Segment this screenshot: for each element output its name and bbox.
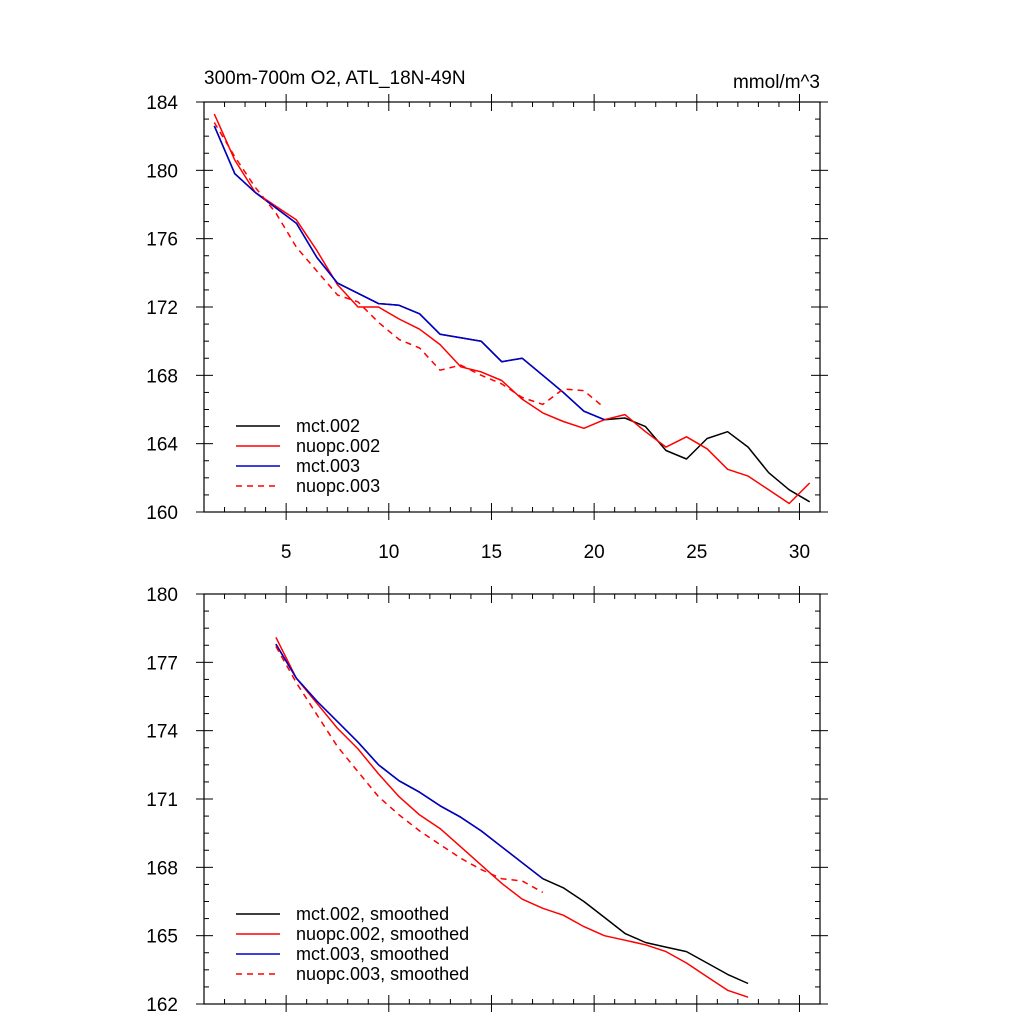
y-tick-label: 162 bbox=[146, 995, 178, 1016]
legend-label: nuopc.002 bbox=[296, 436, 380, 456]
series-line-mct-003-smoothed bbox=[275, 643, 544, 880]
legend-label: mct.003, smoothed bbox=[296, 944, 449, 964]
y-tick-label: 164 bbox=[146, 435, 178, 456]
y-tick-label: 180 bbox=[146, 585, 178, 606]
legend-label: nuopc.003, smoothed bbox=[296, 964, 469, 984]
y-tick-label: 171 bbox=[146, 790, 178, 811]
x-tick-label: 10 bbox=[378, 542, 399, 563]
legend-label: nuopc.003 bbox=[296, 476, 380, 496]
series-line-nuopc-003-smoothed bbox=[275, 646, 544, 894]
y-tick-label: 160 bbox=[146, 503, 178, 524]
x-tick-label: 25 bbox=[686, 542, 707, 563]
series-line-mct-003 bbox=[213, 125, 605, 421]
legend-label: mct.002, smoothed bbox=[296, 904, 449, 924]
legend-label: mct.002 bbox=[296, 416, 360, 436]
x-tick-label: 20 bbox=[584, 542, 605, 563]
y-tick-label: 176 bbox=[146, 230, 178, 251]
x-tick-label: 15 bbox=[481, 542, 502, 563]
legend-label: nuopc.002, smoothed bbox=[296, 924, 469, 944]
y-tick-label: 172 bbox=[146, 298, 178, 319]
y-tick-label: 168 bbox=[146, 858, 178, 879]
series-line-nuopc-003 bbox=[213, 122, 605, 409]
y-tick-label: 168 bbox=[146, 366, 178, 387]
x-tick-label: 5 bbox=[281, 542, 292, 563]
series-line-nuopc-002-smoothed bbox=[275, 636, 749, 998]
top-panel: 5 10 15 20 25 30160164168172176180184mct.002n… bbox=[146, 93, 828, 563]
y-tick-label: 165 bbox=[146, 927, 178, 948]
x-tick-label: 30 bbox=[789, 542, 810, 563]
chart-title: 300m-700m O2, ATL_18N-49N bbox=[204, 68, 466, 89]
units-label: mmol/m^3 bbox=[733, 72, 820, 93]
y-tick-label: 180 bbox=[146, 161, 178, 182]
legend-label: mct.003 bbox=[296, 456, 360, 476]
y-tick-label: 174 bbox=[146, 722, 178, 743]
y-tick-label: 177 bbox=[146, 653, 178, 674]
y-tick-label: 184 bbox=[146, 93, 178, 114]
